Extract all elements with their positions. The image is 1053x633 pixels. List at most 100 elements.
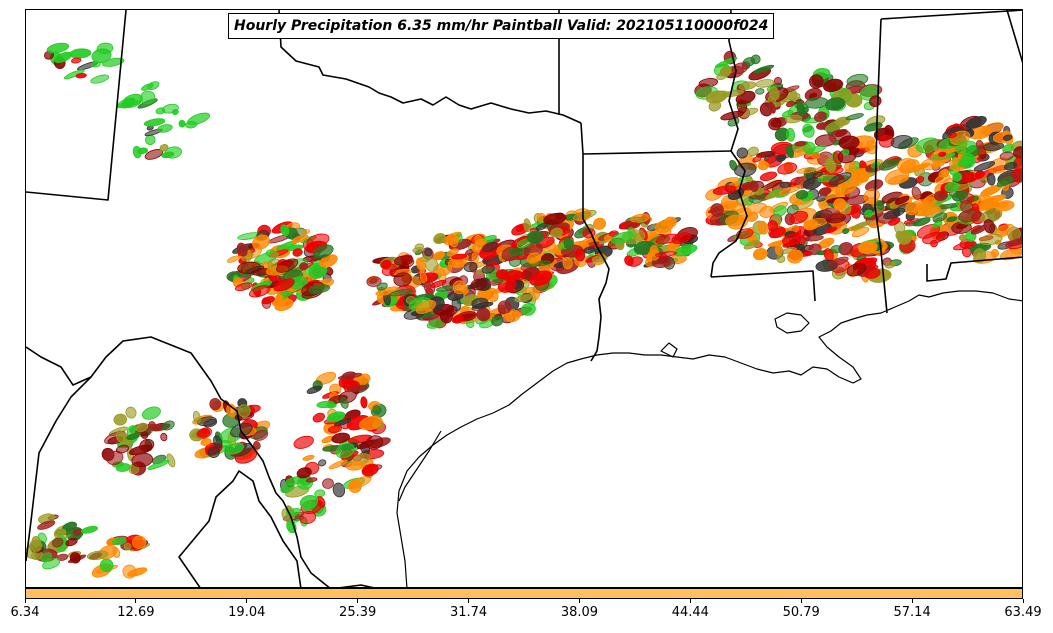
paintball-blob bbox=[54, 51, 73, 64]
paintball-blob bbox=[471, 297, 489, 309]
paintball-blob bbox=[305, 477, 318, 483]
paintball-blob bbox=[327, 425, 342, 433]
paintball-blob bbox=[207, 446, 220, 458]
paintball-blob bbox=[892, 208, 901, 217]
paintball-blob bbox=[52, 537, 64, 548]
paintball-blob bbox=[1003, 161, 1018, 171]
paintball-blob bbox=[276, 258, 299, 273]
paintball-blob bbox=[291, 234, 309, 244]
border-al-ga bbox=[1006, 10, 1022, 64]
paintball-blob bbox=[269, 251, 279, 259]
paintball-blob bbox=[705, 90, 728, 104]
coastline bbox=[396, 290, 1022, 587]
paintball-blob bbox=[451, 253, 468, 260]
paintball-blob bbox=[965, 115, 987, 129]
paintball-blob bbox=[340, 397, 349, 409]
paintball-blob bbox=[574, 248, 586, 262]
paintball-blob bbox=[850, 220, 872, 231]
paintball-blob bbox=[753, 64, 775, 74]
paintball-blob bbox=[361, 463, 379, 477]
paintball-blob bbox=[759, 171, 778, 181]
paintball-blob bbox=[738, 81, 757, 91]
paintball-blob bbox=[187, 112, 211, 126]
paintball-blob bbox=[348, 479, 362, 493]
paintball-blob bbox=[550, 227, 563, 238]
paintball-blob bbox=[884, 261, 896, 269]
paintball-blob bbox=[302, 454, 315, 461]
paintball-blob bbox=[768, 117, 782, 131]
paintball-blob bbox=[113, 413, 128, 426]
paintball-blob bbox=[838, 135, 860, 150]
paintball-blob bbox=[470, 278, 488, 291]
paintball-blob bbox=[776, 254, 786, 264]
paintball-blob bbox=[833, 198, 847, 211]
paintball-blob bbox=[42, 558, 61, 570]
colorbar-tick-mark bbox=[246, 599, 248, 603]
paintball-blob bbox=[318, 459, 327, 467]
paintball-blob bbox=[71, 57, 82, 64]
paintball-blob bbox=[123, 542, 132, 551]
paintball-blob bbox=[628, 256, 643, 267]
paintball-blob bbox=[63, 69, 85, 80]
border-nm-panhandle bbox=[26, 10, 127, 201]
paintball-blob bbox=[116, 430, 125, 443]
paintball-blob bbox=[491, 315, 504, 327]
paintball-blob bbox=[767, 101, 776, 114]
border-red-river bbox=[278, 10, 582, 124]
paintball-blob bbox=[946, 216, 958, 223]
paintball-blob bbox=[952, 190, 969, 202]
colorbar-tick-label: 19.04 bbox=[228, 605, 266, 620]
colorbar-tick-label: 50.79 bbox=[782, 605, 820, 620]
paintball-blob bbox=[449, 238, 459, 248]
paintball-blob bbox=[299, 262, 309, 271]
paintball-blob bbox=[719, 66, 732, 77]
border-ark-la bbox=[582, 150, 732, 155]
coast-islands bbox=[398, 430, 442, 502]
paintball-blob bbox=[725, 214, 744, 227]
paintball-blob bbox=[161, 420, 175, 431]
paintball-blob bbox=[864, 209, 874, 218]
paintball-blob bbox=[878, 158, 899, 171]
paintball-blob bbox=[796, 167, 817, 174]
paintball-blob bbox=[818, 187, 832, 196]
paintball-blob bbox=[237, 404, 251, 418]
paintball-blob bbox=[159, 144, 169, 152]
paintball-blob bbox=[752, 248, 768, 261]
paintball-blob bbox=[213, 435, 223, 449]
paintball-blob bbox=[412, 247, 424, 253]
paintball-blob bbox=[781, 110, 794, 118]
paintball-blob bbox=[592, 217, 607, 230]
paintball-blob bbox=[934, 174, 951, 184]
paintball-blob bbox=[132, 535, 147, 549]
coast-bay bbox=[660, 342, 678, 358]
paintball-blob bbox=[115, 444, 130, 454]
paintball-blob bbox=[932, 212, 948, 223]
paintball-blob bbox=[743, 240, 761, 250]
paintball-blob bbox=[308, 284, 331, 294]
paintball-blob bbox=[812, 171, 823, 178]
paintball-blob bbox=[372, 405, 382, 415]
paintball-blob bbox=[894, 195, 910, 205]
paintball-blob bbox=[802, 123, 815, 138]
colorbar-tick-mark bbox=[578, 599, 580, 603]
coast-gulf bbox=[396, 290, 1022, 587]
colorbar-tick-mark bbox=[468, 599, 470, 603]
paintball-blob bbox=[299, 510, 317, 525]
paintball-blob bbox=[69, 48, 92, 59]
paintball-blob bbox=[226, 403, 237, 418]
paintball-blob bbox=[292, 248, 303, 257]
paintball-blob bbox=[274, 298, 294, 311]
paintball-blob bbox=[234, 282, 253, 292]
paintball-blob bbox=[433, 233, 446, 244]
paintball-blob bbox=[514, 294, 533, 303]
paintball-blob bbox=[346, 460, 366, 471]
paintball-blob bbox=[572, 210, 597, 221]
paintball-blob bbox=[958, 234, 967, 242]
paintball-blob bbox=[308, 264, 328, 279]
paintball-blob bbox=[143, 118, 166, 127]
paintball-blob bbox=[452, 314, 464, 324]
paintball-blob bbox=[337, 372, 363, 380]
paintball-blob bbox=[502, 311, 523, 319]
paintball-blob bbox=[970, 224, 988, 235]
paintball-blob bbox=[785, 100, 795, 108]
